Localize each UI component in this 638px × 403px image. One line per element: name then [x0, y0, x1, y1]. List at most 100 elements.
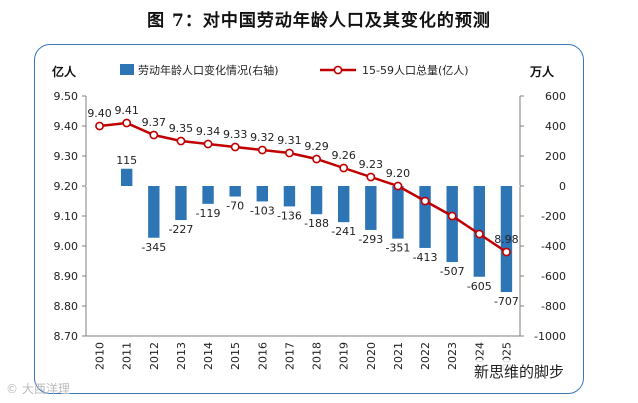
- category-label: 2015: [229, 342, 242, 370]
- bar-label: -119: [196, 207, 221, 220]
- legend-line-marker: [333, 65, 343, 75]
- left-tick-label: 9.00: [54, 240, 79, 253]
- line-point-label: 9.33: [223, 128, 248, 141]
- line-point: [257, 145, 267, 155]
- watermark-left: © 大西洋理: [6, 382, 70, 396]
- category-label: 2022: [419, 342, 432, 370]
- legend-bar-swatch: [120, 64, 134, 75]
- right-tick-label: -400: [541, 240, 566, 253]
- line-point: [447, 211, 457, 221]
- right-tick-label: 600: [545, 90, 566, 103]
- right-tick-label: 0: [559, 180, 566, 193]
- right-axis-unit: 万人: [529, 64, 555, 79]
- bar: [229, 186, 241, 197]
- category-label: 2012: [148, 342, 161, 370]
- bar-labels: 115 -345-227-119 -70 -103 -136-188-241-293-3…: [116, 154, 519, 308]
- line-point: [420, 196, 430, 206]
- bar-label: -136: [277, 209, 302, 222]
- watermark-right: 新思维的脚步: [470, 360, 569, 383]
- line-point-label: 9.37: [142, 116, 167, 129]
- category-label: 2011: [121, 342, 134, 370]
- bar: [256, 186, 269, 202]
- line-point-label: 9.26: [331, 149, 356, 162]
- legend-line-label: 15-59人口总量(亿人): [362, 63, 469, 77]
- line-point: [312, 154, 321, 164]
- bar-label: -413: [413, 251, 438, 264]
- category-label: 2023: [446, 342, 459, 370]
- line-point-label: 9.23: [359, 158, 384, 171]
- bar-label: -103: [250, 204, 275, 217]
- bar: [175, 186, 187, 221]
- line-labels: 9.40 9.419.37 9.35 9.34 9.33 9.32 9.31 9.299.26…: [87, 104, 518, 246]
- left-tick-label: 9.30: [54, 150, 79, 163]
- line-point: [285, 148, 294, 158]
- line-point-label: 9.41: [114, 104, 139, 117]
- left-tick-label: 9.10: [54, 210, 79, 223]
- right-tick-label: 400: [545, 120, 566, 133]
- bar: [202, 186, 214, 204]
- bar-label: -70: [226, 200, 244, 213]
- chart-axes: 9.50 9.40 9.30 9.20 9.10 9.00 8.90 8.80 8.70 600 4…: [52, 64, 566, 370]
- left-tick-label: 8.70: [54, 330, 79, 343]
- right-tick-label: -600: [541, 270, 566, 283]
- line-point: [366, 172, 376, 182]
- bar: [392, 186, 404, 239]
- right-tick-label: -800: [541, 300, 566, 313]
- line-point: [474, 229, 484, 239]
- bar-label: -605: [467, 280, 492, 293]
- line-point-label: 9.29: [304, 140, 329, 153]
- line-series: [95, 118, 511, 257]
- category-label: 2017: [283, 342, 296, 370]
- left-tick-label: 9.40: [54, 120, 79, 133]
- bar-label: -188: [304, 217, 329, 230]
- bar-label: -345: [141, 241, 166, 254]
- line-point: [203, 139, 213, 149]
- line-point-label: 9.40: [87, 107, 112, 120]
- line-point-label: 9.31: [277, 134, 302, 147]
- bar-label: -507: [440, 265, 465, 278]
- right-tick-label: -200: [541, 210, 566, 223]
- category-label: 2016: [256, 342, 269, 370]
- right-tick-label: 200: [545, 150, 566, 163]
- bar-label: -227: [168, 223, 193, 236]
- category-label: 2013: [175, 342, 188, 370]
- category-label: 2014: [202, 342, 215, 370]
- legend-bar-label: 劳动年龄人口变化情况(右轴): [138, 63, 279, 77]
- line-point: [393, 181, 403, 191]
- bar: [148, 186, 160, 238]
- line-point: [95, 121, 104, 131]
- page-title: 图 7：对中国劳动年龄人口及其变化的预测: [147, 11, 491, 31]
- bar: [500, 186, 513, 293]
- line-point-label: 9.32: [250, 131, 275, 144]
- left-tick-label: 8.90: [54, 270, 79, 283]
- line-point-label: 9.20: [386, 167, 411, 180]
- category-label: 2020: [365, 342, 378, 370]
- line-point-label: 9.34: [196, 125, 221, 138]
- bar: [283, 186, 296, 207]
- bar-label: -293: [358, 233, 383, 246]
- left-tick-label: 9.20: [54, 180, 79, 193]
- bar: [337, 186, 350, 223]
- bar: [419, 186, 431, 248]
- line-point: [176, 136, 186, 146]
- bar: [365, 186, 377, 230]
- bar: [120, 168, 133, 186]
- bar-label: -707: [494, 295, 519, 308]
- bar-label: -241: [331, 225, 356, 238]
- line-point: [149, 130, 159, 140]
- category-label: 2010: [94, 342, 107, 370]
- category-label: 2019: [338, 342, 351, 370]
- category-label: 2018: [311, 342, 324, 370]
- left-tick-label: 8.80: [54, 300, 79, 313]
- line-point: [339, 163, 349, 173]
- line-point: [230, 142, 240, 152]
- bar-label: 115: [116, 154, 137, 167]
- right-tick-label: -1000: [534, 330, 566, 343]
- category-label: 2021: [392, 342, 405, 370]
- bar: [310, 186, 323, 215]
- legend: 劳动年龄人口变化情况(右轴) 15-59人口总量(亿人): [120, 63, 469, 77]
- bar: [446, 186, 458, 263]
- line-point: [122, 118, 132, 128]
- line-point: [502, 247, 511, 257]
